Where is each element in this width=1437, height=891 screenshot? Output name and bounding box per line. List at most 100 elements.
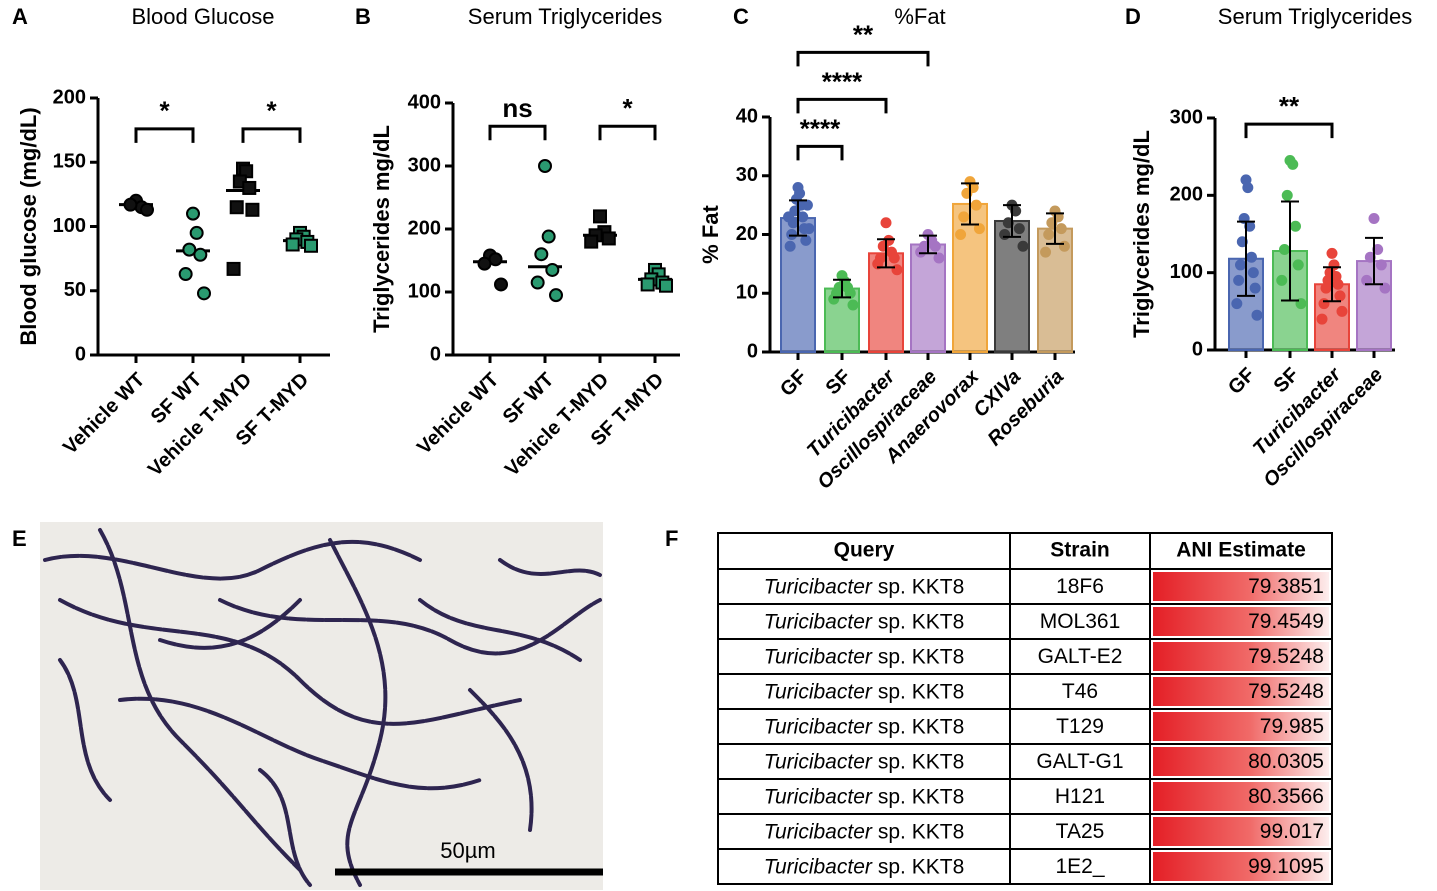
query-species: sp. KKT8 [878,575,964,598]
data-point [1279,243,1290,255]
error-bar [877,238,895,269]
ani-cell: 79.5248 [1248,645,1324,668]
ani-cell-fill [1153,712,1329,741]
query-species: sp. KKT8 [878,785,964,808]
ani-cell-fill [1153,642,1329,671]
chart-title: %Fat [894,4,945,29]
query-genus: Turicibacter [764,785,873,808]
data-point [601,231,616,246]
data-point [973,223,985,235]
data-point [1247,267,1259,279]
ani-cell: 80.0305 [1248,750,1324,773]
query-species: sp. KKT8 [878,680,964,703]
significance-label: * [622,93,633,123]
x-tick-label: Vehicle WT [59,369,149,459]
data-point [1281,189,1293,201]
y-tick-label: 30 [736,164,758,186]
data-point [786,229,798,240]
error-bar [833,278,851,299]
significance-bracket [598,124,657,141]
data-point [888,252,900,264]
table-header: ANI Estimate [1176,539,1306,562]
data-point [783,211,795,223]
data-point [193,247,208,262]
data-point [178,267,193,282]
data-point [123,197,138,212]
strain-cell: GALT-G1 [1036,750,1123,773]
error-bar [1046,212,1064,245]
data-point [541,229,556,244]
data-point [1233,274,1245,286]
error-bar [1003,204,1021,238]
table-header: Query [834,539,895,562]
data-point [828,293,840,305]
filament [218,598,602,656]
query-species: sp. KKT8 [878,750,964,773]
significance-label: * [159,96,170,126]
y-tick-label: 0 [430,343,441,365]
strain-cell: 18F6 [1056,575,1104,598]
query-species: sp. KKT8 [878,645,964,668]
significance-bracket [488,124,547,141]
query-cell: Turicibacter sp. KKT8 [764,785,965,808]
data-point [477,256,492,271]
query-genus: Turicibacter [764,645,873,668]
data-point [140,202,154,217]
query-cell: Turicibacter sp. KKT8 [764,715,965,738]
data-point [1013,223,1025,235]
query-genus: Turicibacter [764,715,873,738]
significance-label: ** [1279,91,1300,121]
data-point [530,275,545,290]
significance-bracket [796,97,888,114]
query-genus: Turicibacter [764,680,873,703]
data-point [182,242,197,257]
data-point [1292,259,1304,271]
panel-letter: F [665,526,678,551]
error-bar [789,199,807,237]
significance-label: * [266,96,277,126]
strain-cell: T129 [1056,715,1104,738]
y-tick-label: 100 [53,215,86,237]
bar [994,219,1030,353]
query-cell: Turicibacter sp. KKT8 [764,750,965,773]
data-point [1017,240,1029,252]
query-cell: Turicibacter sp. KKT8 [764,575,965,598]
y-tick-label: 200 [53,86,86,108]
y-tick-label: 200 [1170,184,1203,206]
data-point [880,217,892,229]
y-tick-label: 150 [53,151,86,173]
y-tick-label: 100 [1170,261,1203,283]
error-bar [1281,200,1299,302]
data-point [797,211,809,223]
data-point [189,225,204,240]
strain-cell: TA25 [1056,820,1105,843]
filament [258,768,312,887]
data-point [1246,251,1257,263]
data-point [226,261,241,276]
micrograph: 50µm E [12,522,603,890]
ani-cell: 79.985 [1260,715,1324,738]
ani-cell-fill [1153,852,1329,881]
x-tick-label: Vehicle WT [413,369,503,459]
y-axis-label: Triglycerides mg/dL [369,125,394,333]
significance-bracket [796,144,844,161]
panel-letter: D [1125,4,1141,29]
strain-cell: MOL361 [1040,610,1121,633]
ani-cell-fill [1153,782,1329,811]
error-bar [1323,266,1341,303]
chart-title: Serum Triglycerides [1218,4,1412,29]
filament [418,598,582,662]
ani-cell-fill [1153,607,1329,636]
x-tick-label: GF [776,366,811,401]
filament [98,528,302,872]
data-point [1375,259,1387,271]
data-point [584,234,599,249]
significance-bracket [1244,122,1334,139]
y-tick-label: 50 [64,279,86,301]
strain-cell: GALT-E2 [1038,645,1123,668]
data-point [593,209,607,224]
data-point [1368,213,1380,225]
filament [158,598,302,650]
data-point [1249,282,1261,294]
